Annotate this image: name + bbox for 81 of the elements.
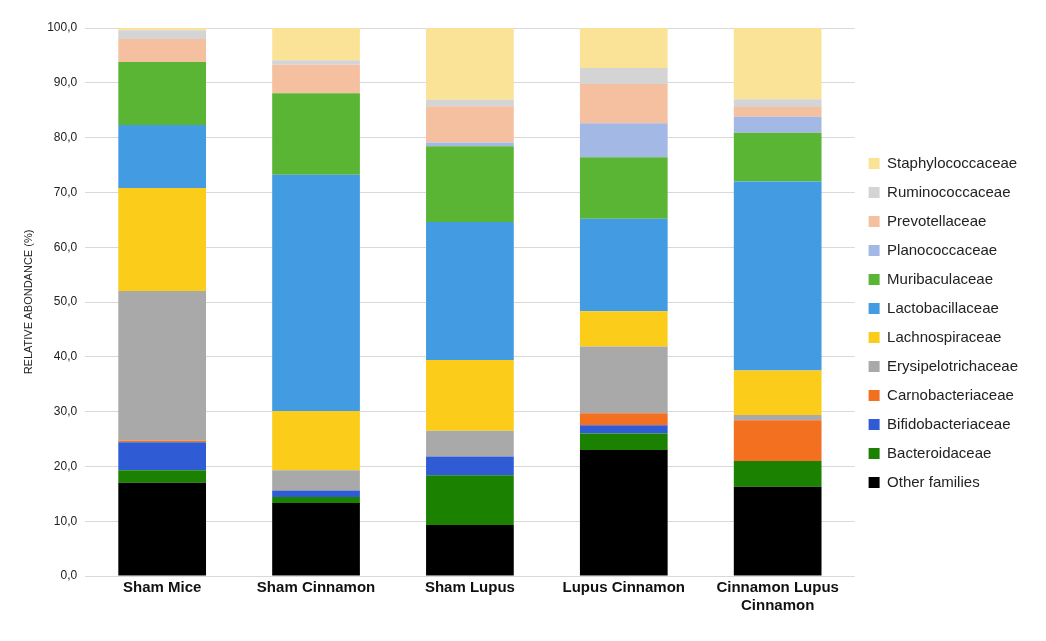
- bar: [118, 482, 207, 576]
- bar: [118, 188, 207, 292]
- bar: [272, 497, 360, 504]
- bar: [426, 221, 514, 361]
- bar: [272, 60, 360, 65]
- bar: [579, 311, 668, 347]
- y-tick-label: 20,0: [53, 458, 78, 473]
- bar: [272, 470, 360, 491]
- y-tick-label: 70,0: [53, 184, 78, 199]
- bar: [426, 360, 514, 431]
- legend-label: Ruminococcaceae: [887, 182, 1011, 200]
- y-tick-label: 30,0: [53, 403, 78, 418]
- bar: [579, 413, 668, 426]
- bar: [733, 116, 822, 133]
- legend-label: Prevotellaceae: [887, 211, 987, 229]
- bar: [272, 93, 360, 175]
- y-axis-title: RELATIVE ABONDANCE (%): [21, 229, 34, 375]
- y-tick-label: 80,0: [53, 129, 78, 144]
- x-tick-label: Sham Mice: [122, 578, 202, 596]
- bar: [272, 64, 360, 94]
- bar: [579, 346, 668, 414]
- bar: [579, 433, 668, 450]
- bar: [733, 420, 822, 461]
- bar: [426, 99, 514, 107]
- bar: [118, 291, 207, 441]
- bar: [426, 28, 514, 100]
- legend-label: Bacteroidaceae: [887, 443, 992, 461]
- y-tick-label: 90,0: [53, 75, 78, 90]
- legend-label: Bifidobacteriaceae: [887, 414, 1011, 432]
- legend-label: Other families: [887, 472, 980, 490]
- x-tick-label: Lupus Cinnamon: [562, 578, 686, 596]
- bar: [733, 181, 822, 371]
- bar: [579, 449, 668, 576]
- bar: [118, 30, 207, 39]
- bar: [118, 442, 207, 471]
- bar: [118, 61, 207, 125]
- bar: [426, 146, 514, 222]
- bar: [426, 430, 514, 457]
- x-tick-label: Cinnamon Lupus Cinnamon: [716, 578, 839, 614]
- bar: [579, 425, 668, 434]
- bar: [426, 525, 514, 576]
- y-tick-label: 40,0: [53, 349, 78, 364]
- bar: [579, 123, 668, 158]
- legend-label: Muribaculaceae: [887, 269, 994, 287]
- bar: [426, 106, 514, 143]
- x-tick-label: Sham Cinnamon: [256, 578, 376, 596]
- bar: [733, 486, 822, 576]
- bar: [733, 414, 822, 421]
- bar: [579, 83, 668, 124]
- bar: [733, 370, 822, 415]
- legend-label: Staphylococcaceae: [887, 153, 1018, 171]
- y-tick-label: 100,0: [47, 20, 78, 35]
- bar: [118, 125, 207, 189]
- legend-label: Lachnospiraceae: [887, 327, 1002, 345]
- bar: [733, 132, 822, 182]
- bar: [272, 503, 360, 576]
- bar: [733, 99, 822, 107]
- y-tick-label: 60,0: [53, 239, 78, 254]
- y-tick-label: 10,0: [53, 513, 78, 528]
- bar: [426, 456, 514, 476]
- legend-label: Erysipelotrichaceae: [887, 356, 1019, 374]
- bar: [579, 218, 668, 312]
- bar: [579, 28, 668, 68]
- bar: [118, 28, 207, 31]
- legend-label: Lactobacillaceae: [887, 298, 999, 316]
- bar: [733, 460, 822, 487]
- bar: [272, 174, 360, 412]
- legend-label: Planococcaceae: [887, 240, 998, 258]
- bar: [272, 490, 360, 498]
- bar: [272, 411, 360, 471]
- x-tick-label: Sham Lupus: [424, 578, 515, 596]
- bar: [733, 106, 822, 117]
- bar: [118, 38, 207, 62]
- bar: [272, 28, 360, 61]
- bar: [733, 28, 822, 100]
- legend-label: Carnobacteriaceae: [887, 385, 1014, 403]
- bar: [426, 475, 514, 526]
- y-tick-label: 0,0: [60, 568, 78, 583]
- bar: [118, 470, 207, 483]
- y-tick-label: 50,0: [53, 294, 78, 309]
- bar: [579, 157, 668, 219]
